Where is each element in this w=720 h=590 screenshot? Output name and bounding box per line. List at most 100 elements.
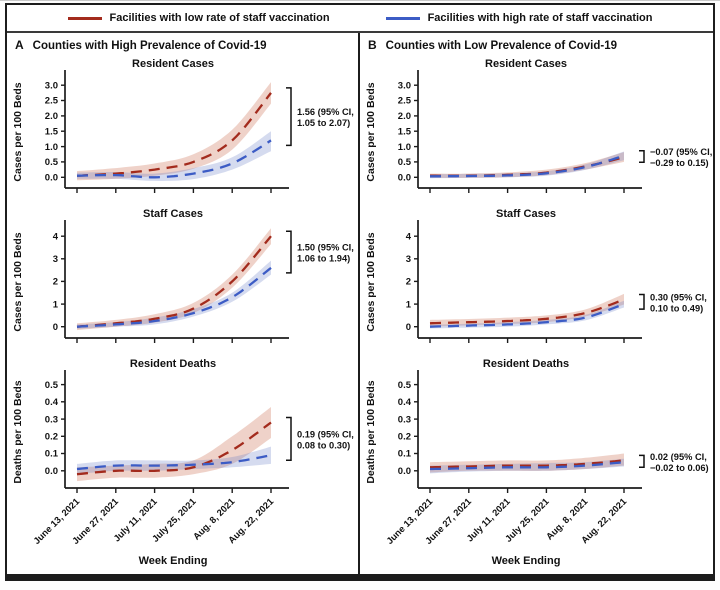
subplot-title: Resident Deaths: [483, 358, 569, 370]
panel-A-svg: Resident Cases Cases per 100 Beds 0.0 0.5 1.…: [12, 58, 354, 567]
panel-B-header: B Counties with Low Prevalence of Covid-1…: [360, 33, 713, 52]
y-tick-label: 1.0: [45, 142, 58, 153]
series-line-high: [76, 266, 272, 328]
y-tick-label: 2: [53, 277, 58, 288]
subplot-title: Resident Cases: [485, 58, 567, 70]
difference-bracket: [639, 150, 645, 164]
y-tick-label: 0.0: [398, 466, 411, 477]
y-tick-label: 4: [53, 231, 59, 242]
y-axis-label: Cases per 100 Beds: [12, 82, 24, 181]
annotation-line2: −0.02 to 0.06): [650, 463, 709, 473]
series-line-high: [430, 154, 625, 178]
subplot-title: Staff Cases: [143, 208, 203, 220]
y-tick-label: 0.5: [398, 380, 412, 391]
y-axis-label: Cases per 100 Beds: [365, 232, 377, 331]
subplot-A-1: Staff Cases Cases per 100 Beds 0 1 2 3 4 1.50 (…: [12, 208, 354, 343]
y-axis-label: Cases per 100 Beds: [365, 82, 377, 181]
ci-band-low: [430, 453, 624, 473]
y-tick-label: 1: [53, 299, 59, 310]
panel-B-title: Counties with Low Prevalence of Covid-19: [385, 40, 617, 52]
subplot-A-0: Resident Cases Cases per 100 Beds 0.0 0.5 1.…: [12, 58, 354, 193]
annotation-line1: 0.30 (95% CI,: [650, 292, 707, 302]
panel-B-letter: B: [368, 38, 377, 52]
y-tick-label: 1.5: [45, 126, 59, 137]
y-tick-label: 0.5: [398, 157, 412, 168]
annotation-line2: 0.10 to 0.49): [650, 303, 703, 313]
y-axis-label: Deaths per 100 Beds: [12, 380, 24, 483]
annotation-line1: −0.07 (95% CI,: [650, 147, 712, 157]
y-axis-label: Deaths per 100 Beds: [365, 380, 377, 483]
y-tick-label: 3.0: [398, 80, 411, 91]
y-tick-label: 4: [406, 231, 412, 242]
y-tick-label: 0: [406, 322, 411, 333]
ci-band-high: [77, 131, 271, 181]
series-line-low: [429, 298, 625, 325]
y-tick-label: 1: [406, 299, 412, 310]
y-tick-label: 0.0: [398, 172, 411, 183]
annotation-line2: 1.05 to 2.07): [297, 118, 350, 128]
series-line-high: [76, 454, 272, 471]
ci-band-high: [77, 446, 271, 475]
y-tick-label: 0.5: [45, 380, 59, 391]
y-axis-label: Cases per 100 Beds: [12, 232, 24, 331]
annotation-line2: −0.29 to 0.15): [650, 158, 709, 168]
difference-bracket: [286, 416, 292, 462]
subplot-A-2: Resident Deaths Deaths per 100 Beds 0.0 0.1…: [12, 358, 354, 493]
y-tick-label: 0.2: [398, 432, 411, 443]
ci-band-high: [430, 300, 624, 329]
annotation-line1: 0.19 (95% CI,: [297, 429, 354, 439]
page-top-rule: [0, 0, 720, 1]
series-line-high: [77, 139, 272, 179]
annotation-line1: 1.56 (95% CI,: [297, 107, 354, 117]
y-tick-label: 0.1: [45, 449, 59, 460]
series-line-high: [429, 303, 625, 328]
y-tick-label: 2.0: [398, 111, 411, 122]
y-tick-label: 2.5: [398, 96, 412, 107]
panel-A-title: Counties with High Prevalence of Covid-1…: [32, 40, 267, 52]
series-line-low: [430, 459, 625, 469]
panel-B-svg: Resident Cases Cases per 100 Beds 0.0 0.5 1.…: [365, 58, 712, 567]
annotation-line1: 1.50 (95% CI,: [297, 243, 354, 253]
subplot-B-1: Staff Cases Cases per 100 Beds 0 1 2 3 4 0.30 (…: [365, 208, 707, 343]
ci-band-high: [430, 151, 624, 179]
y-tick-label: 2.0: [45, 111, 58, 122]
series-line-low: [76, 92, 272, 177]
panel-B: B Counties with Low Prevalence of Covid-1…: [360, 33, 713, 574]
y-tick-label: 2: [406, 277, 411, 288]
annotation-line1: 0.02 (95% CI,: [650, 452, 707, 462]
legend-label-low: Facilities with low rate of staff vaccin…: [109, 12, 330, 24]
difference-bracket: [286, 87, 292, 147]
y-tick-label: 3: [53, 254, 58, 265]
y-tick-label: 0.4: [398, 397, 412, 408]
y-tick-label: 0.4: [45, 397, 59, 408]
red-line-swatch-icon: [67, 16, 102, 20]
annotation-line2: 1.06 to 1.94): [297, 254, 350, 264]
y-tick-label: 3.0: [45, 80, 58, 91]
panel-A-header: A Counties with High Prevalence of Covid-…: [7, 33, 358, 52]
legend-item-high-vaccination: Facilities with high rate of staff vacci…: [385, 12, 653, 24]
y-tick-label: 0.2: [45, 432, 58, 443]
y-tick-label: 0: [53, 322, 58, 333]
subplot-B-0: Resident Cases Cases per 100 Beds 0.0 0.5 1.…: [365, 58, 712, 193]
panel-B-charts: Resident Cases Cases per 100 Beds 0.0 0.5 1.…: [360, 52, 713, 572]
subplot-B-2: Resident Deaths Deaths per 100 Beds 0.0 0.1…: [365, 358, 709, 493]
panels-container: A Counties with High Prevalence of Covid-…: [7, 33, 713, 574]
series-line-low: [76, 235, 272, 328]
y-tick-label: 3: [406, 254, 411, 265]
ci-band-low: [77, 228, 271, 331]
y-tick-label: 2.5: [45, 96, 59, 107]
legend-item-low-vaccination: Facilities with low rate of staff vaccin…: [67, 12, 330, 24]
subplot-title: Resident Cases: [132, 58, 214, 70]
blue-line-swatch-icon: [385, 16, 420, 20]
y-tick-label: 0.0: [45, 466, 58, 477]
difference-bracket: [639, 454, 645, 468]
y-tick-label: 0.0: [45, 172, 58, 183]
x-axis-title: Week Ending: [139, 555, 208, 567]
y-tick-label: 1.0: [398, 142, 411, 153]
panel-A-charts: Resident Cases Cases per 100 Beds 0.0 0.5 1.…: [7, 52, 358, 572]
y-tick-label: 0.3: [45, 414, 58, 425]
figure-box: Facilities with low rate of staff vaccin…: [5, 3, 715, 581]
legend-label-high: Facilities with high rate of staff vacci…: [427, 12, 653, 24]
y-tick-label: 0.3: [398, 414, 411, 425]
